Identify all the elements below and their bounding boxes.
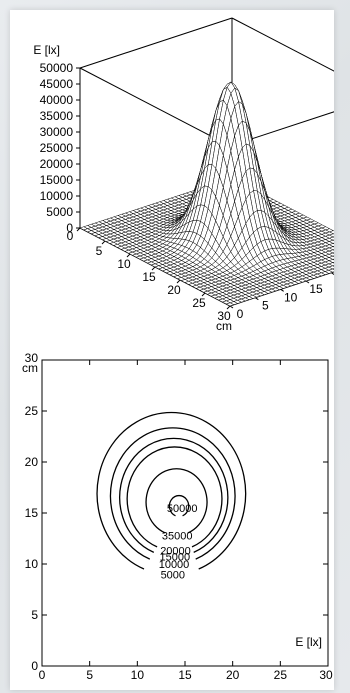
box-edge (79, 17, 233, 69)
surface-plot: 0 5000 10000 15000 20000 25000 30000 35000 40000… (33, 17, 334, 333)
quantity-label: E [lx] (295, 635, 322, 649)
contour-label: 10000 (159, 559, 190, 571)
contour-line (109, 427, 236, 560)
y-tick (229, 305, 234, 309)
z-tick-label: 15000 (40, 173, 74, 187)
y-tick-label: 10 (25, 557, 39, 571)
y-tick-label: 0 (237, 307, 244, 321)
x-tick-label: 20 (167, 283, 181, 297)
y-tick-label: 15 (25, 506, 39, 520)
contour-label: 35000 (162, 530, 193, 542)
contour-line (119, 437, 229, 553)
z-tick-label: 5000 (46, 205, 73, 219)
y-tick-label: 15 (309, 282, 323, 296)
y-tick-label: 30 (25, 351, 39, 365)
x-unit-label: cm (318, 678, 334, 680)
y-tick-label: 5 (262, 299, 269, 313)
z-tick-label: 10000 (40, 189, 74, 203)
x-tick (126, 253, 131, 258)
figure-panel: 0 5000 10000 15000 20000 25000 30000 35000 40000… (10, 10, 334, 690)
y-tick (255, 297, 259, 301)
y-tick-label: 5 (31, 608, 38, 622)
box-edge (79, 67, 231, 147)
z-tick-label: 0 (66, 221, 73, 235)
x-tick (226, 305, 231, 310)
contour-label: 5000 (161, 570, 185, 582)
x-tick-label: 30 (217, 309, 231, 323)
z-tick-label: 25000 (40, 141, 74, 155)
contour-line (145, 468, 208, 534)
y-tick-label: 20 (25, 455, 39, 469)
x-tick-label: 10 (131, 668, 145, 680)
x-tick-label: 0 (67, 229, 74, 243)
x-tick (201, 292, 206, 297)
y-tick-label: 10 (284, 290, 298, 304)
x-tick-label: 25 (274, 668, 288, 680)
box-edge (231, 17, 334, 72)
x-tick-label: 25 (192, 296, 206, 310)
mesh-cell (225, 302, 235, 307)
x-tick-label: 30 (319, 668, 333, 680)
y-unit-label: cm (22, 361, 38, 375)
x-tick-label: 15 (142, 270, 156, 284)
z-tick-label: 30000 (40, 125, 74, 139)
y-tick-label: 0 (31, 659, 38, 673)
x-tick (151, 266, 156, 271)
contour-axes: 051015202530cm051015202530cmE [lx] (22, 351, 334, 680)
surface-mesh (79, 81, 334, 307)
x-tick (176, 279, 181, 284)
y-tick-label: 25 (25, 404, 39, 418)
y-tick (331, 272, 334, 276)
x-tick-label: 0 (39, 668, 46, 680)
x-tick-label: 15 (178, 668, 192, 680)
contour-line (126, 446, 223, 548)
x-tick-label: 5 (86, 668, 93, 680)
x-tick (101, 240, 106, 245)
z-tick-label: 40000 (40, 93, 74, 107)
contour-label: 20000 (160, 546, 191, 558)
x-tick-label: 10 (117, 257, 131, 271)
x-tick-label: 20 (226, 668, 240, 680)
z-axis-label: E [lx] (33, 43, 60, 57)
contour-plot: 051015202530cm051015202530cmE [lx]500010… (22, 351, 334, 680)
contour-label: 15000 (160, 552, 191, 564)
x-tick-label: 5 (96, 244, 103, 258)
x-tick (76, 227, 81, 232)
contour-line (168, 494, 190, 517)
y-tick (280, 288, 284, 292)
contour-label-center: 50000 (167, 503, 198, 515)
surface-axes: 0 5000 10000 15000 20000 25000 30000 35000 40000… (33, 17, 334, 333)
contour-line (96, 411, 247, 570)
z-tick-label: 35000 (40, 109, 74, 123)
z-tick-label: 50000 (40, 61, 74, 75)
y-tick (305, 280, 310, 284)
box-edge (229, 111, 334, 147)
z-tick-label: 45000 (40, 77, 74, 91)
z-tick-label: 20000 (40, 157, 74, 171)
x-axis-label: cm (216, 319, 232, 333)
